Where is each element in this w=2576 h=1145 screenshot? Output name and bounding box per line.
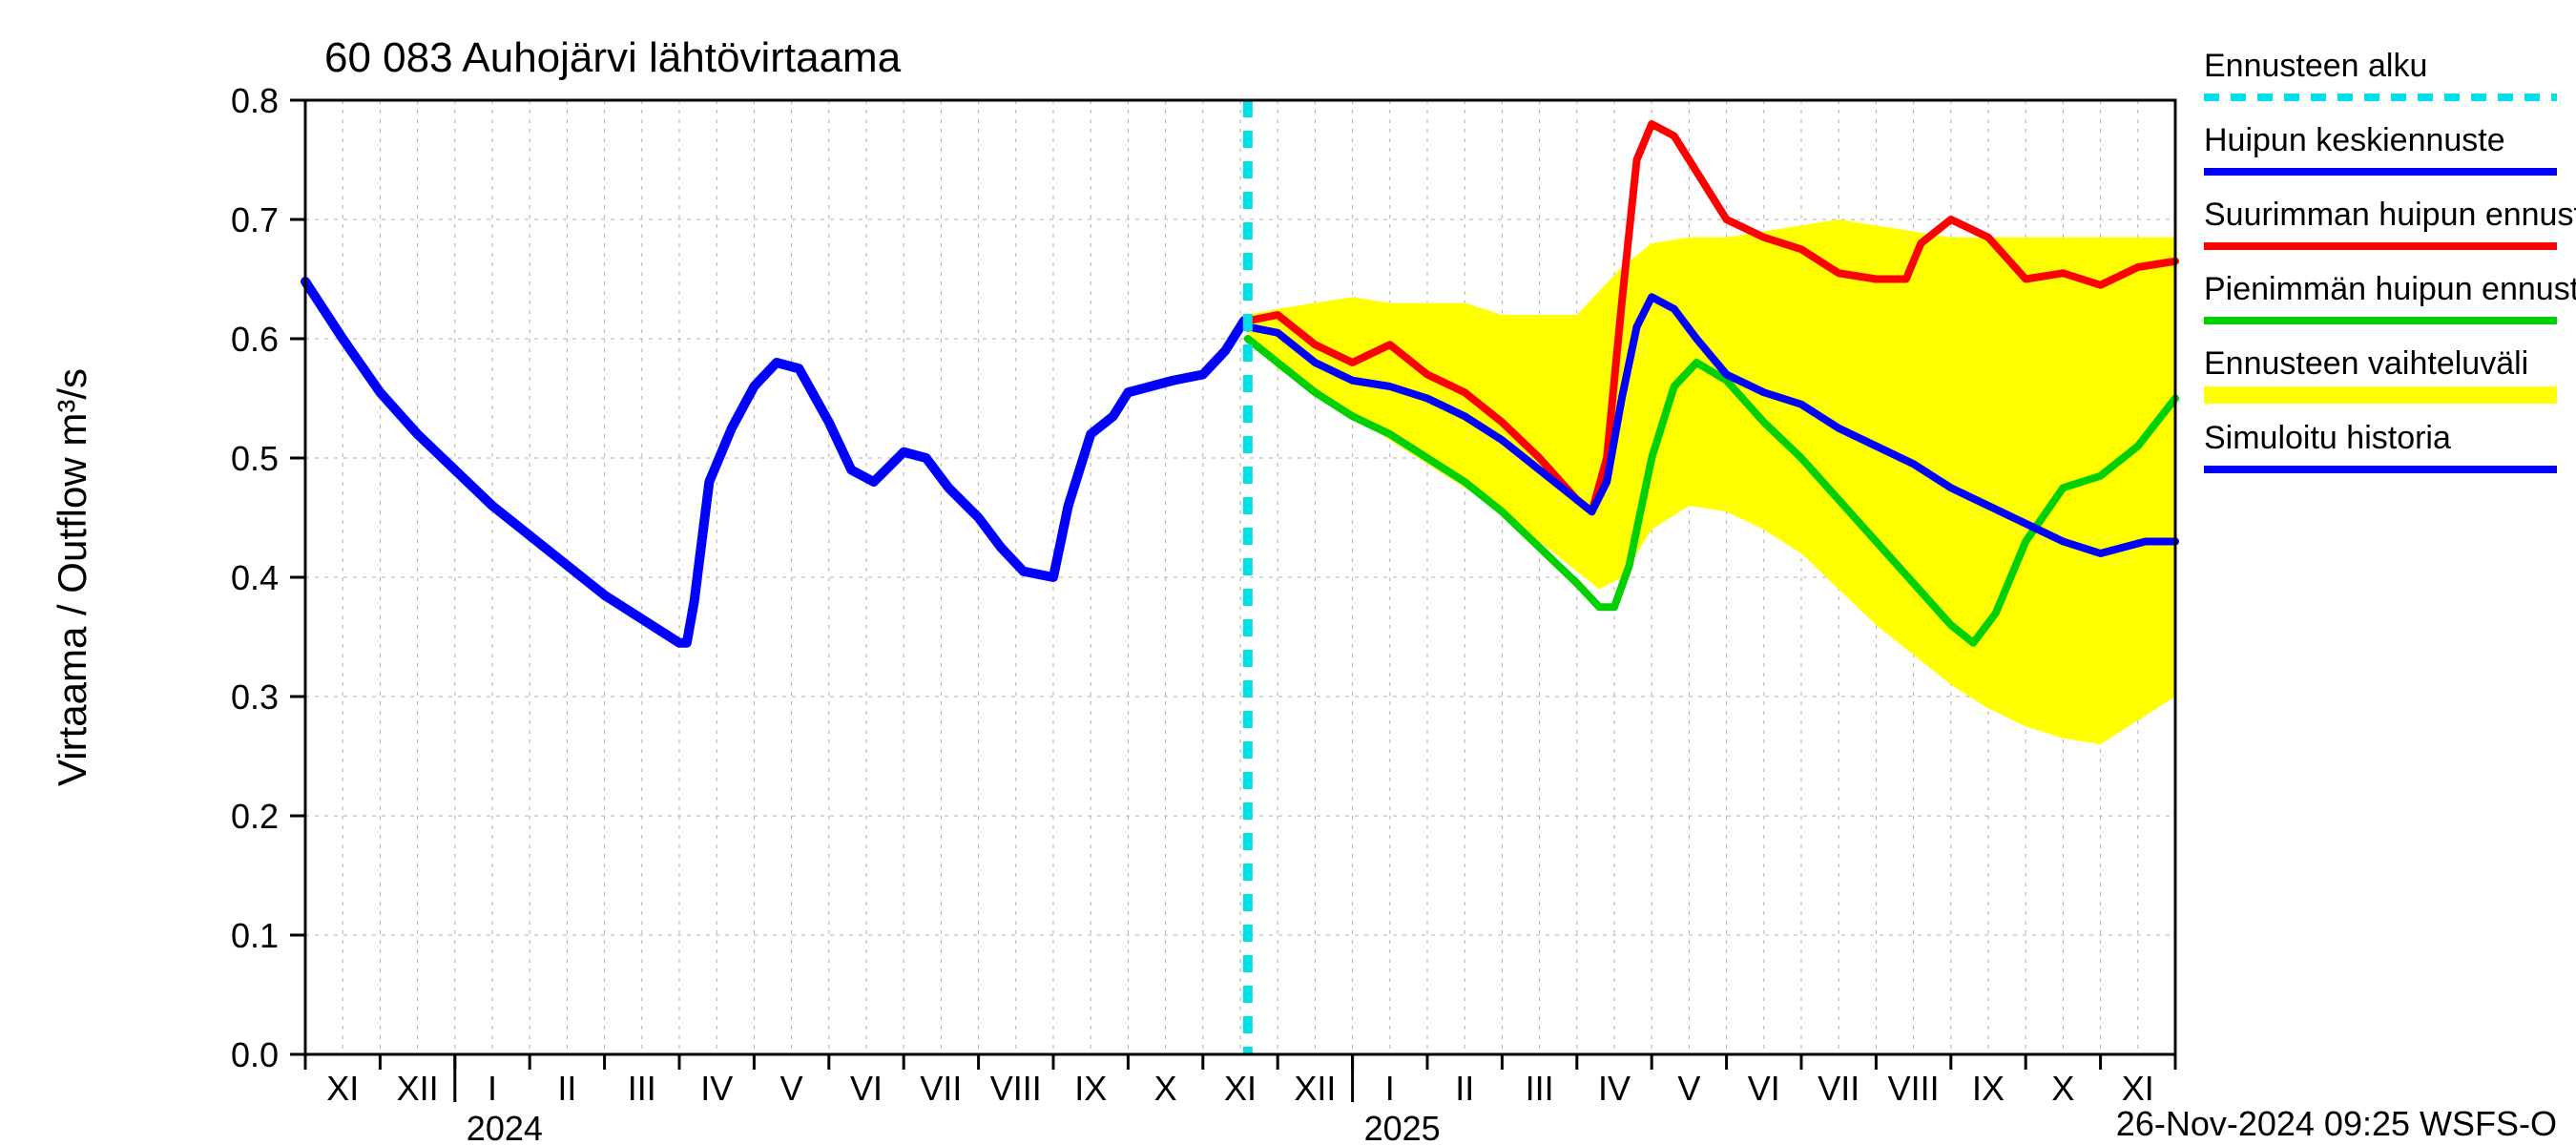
ytick-label: 0.6	[231, 320, 279, 359]
ytick-label: 0.4	[231, 558, 279, 597]
xtick-month-label: I	[1385, 1069, 1395, 1108]
legend-label: Huipun keskiennuste	[2204, 122, 2505, 158]
xtick-month-label: VI	[850, 1069, 883, 1108]
xtick-month-label: V	[780, 1069, 803, 1108]
ytick-label: 0.5	[231, 439, 279, 478]
legend-label: Ennusteen alku	[2204, 48, 2427, 84]
xtick-month-label: IV	[1598, 1069, 1631, 1108]
xtick-month-label: III	[1526, 1069, 1554, 1108]
xtick-month-label: VI	[1748, 1069, 1780, 1108]
xtick-month-label: VII	[1818, 1069, 1859, 1108]
xtick-month-label: IV	[700, 1069, 733, 1108]
xtick-month-label: VII	[920, 1069, 962, 1108]
xtick-month-label: XII	[1294, 1069, 1336, 1108]
xtick-month-label: VIII	[1888, 1069, 1940, 1108]
xtick-month-label: XI	[326, 1069, 359, 1108]
ytick-label: 0.8	[231, 81, 279, 120]
xtick-month-label: IX	[1972, 1069, 2005, 1108]
xtick-month-label: I	[488, 1069, 497, 1108]
xtick-month-label: VIII	[990, 1069, 1042, 1108]
ytick-label: 0.7	[231, 200, 279, 239]
xtick-month-label: II	[557, 1069, 576, 1108]
chart-footer: 26-Nov-2024 09:25 WSFS-O	[2116, 1104, 2557, 1143]
xtick-month-label: X	[2051, 1069, 2074, 1108]
xtick-year-label: 2025	[1364, 1109, 1441, 1145]
xtick-month-label: II	[1455, 1069, 1474, 1108]
chart-container: 0.00.10.20.30.40.50.60.70.8XIXIIIIIIIIIV…	[0, 0, 2576, 1145]
y-axis-label: Virtaama / Outflow m³/s	[50, 368, 94, 786]
xtick-month-label: XI	[2122, 1069, 2154, 1108]
xtick-month-label: IX	[1074, 1069, 1107, 1108]
legend-label: Suurimman huipun ennuste	[2204, 197, 2576, 233]
xtick-month-label: X	[1154, 1069, 1177, 1108]
xtick-month-label: XII	[397, 1069, 439, 1108]
xtick-month-label: V	[1677, 1069, 1700, 1108]
ytick-label: 0.3	[231, 677, 279, 717]
chart-svg: 0.00.10.20.30.40.50.60.70.8XIXIIIIIIIIIV…	[0, 0, 2576, 1145]
xtick-month-label: III	[628, 1069, 656, 1108]
ytick-label: 0.0	[231, 1035, 279, 1074]
legend-label: Ennusteen vaihteluväli	[2204, 345, 2528, 382]
xtick-year-label: 2024	[467, 1109, 543, 1145]
xtick-month-label: XI	[1224, 1069, 1257, 1108]
legend-label: Simuloitu historia	[2204, 420, 2451, 456]
ytick-label: 0.2	[231, 797, 279, 836]
legend-label: Pienimmän huipun ennuste	[2204, 271, 2576, 307]
chart-title: 60 083 Auhojärvi lähtövirtaama	[324, 34, 902, 81]
ytick-label: 0.1	[231, 916, 279, 955]
